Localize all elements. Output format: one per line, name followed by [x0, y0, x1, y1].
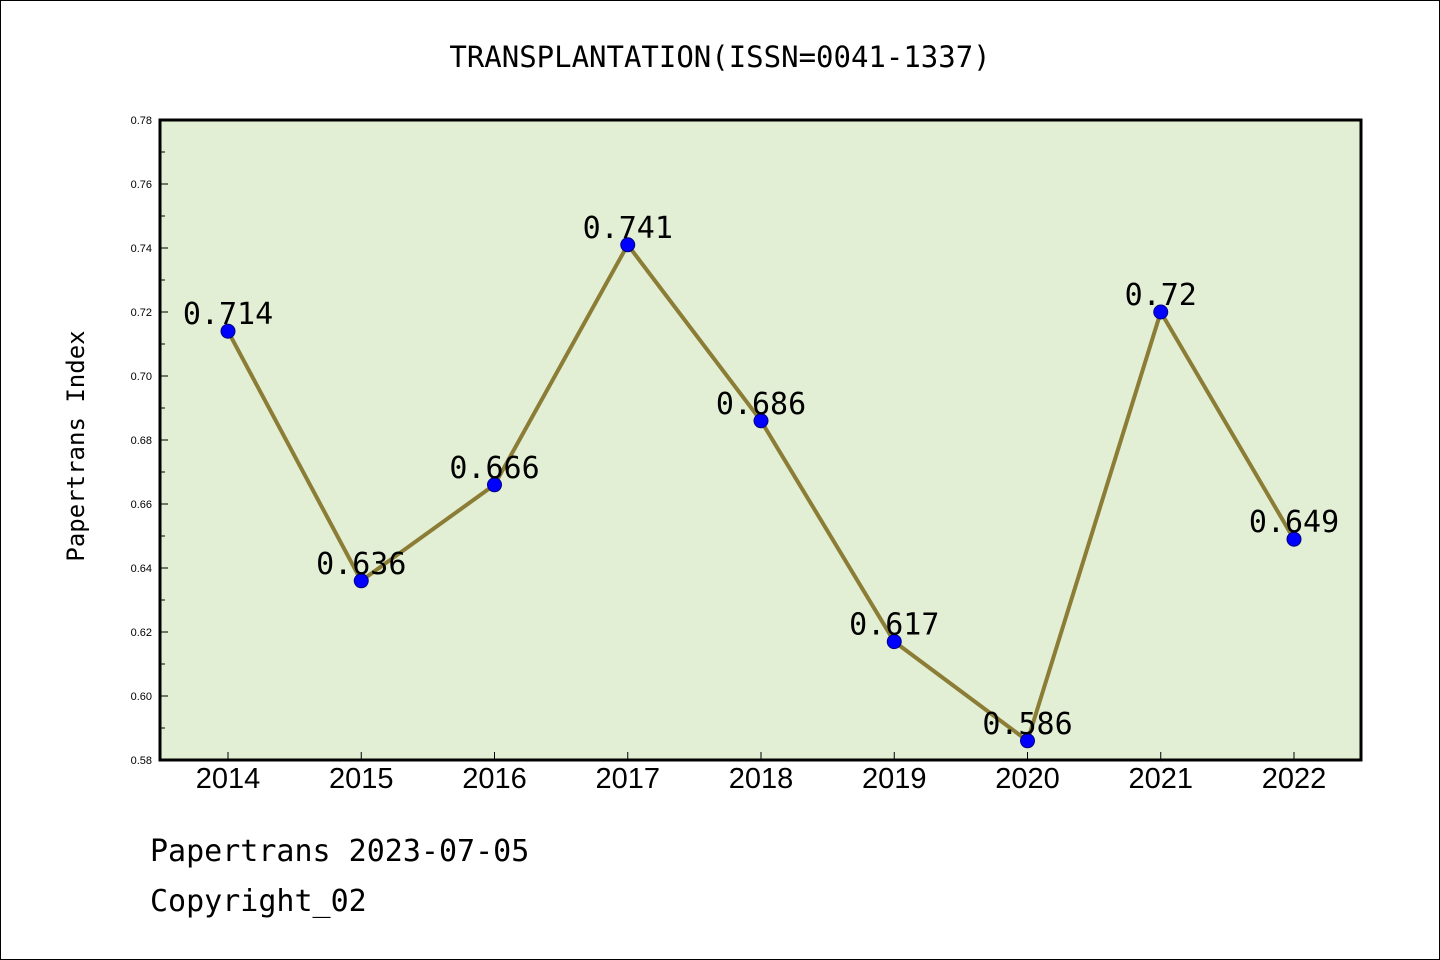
- data-point: [1286, 531, 1302, 547]
- x-tick-label: 2019: [862, 763, 927, 795]
- data-point: [620, 237, 636, 253]
- plot-area: [158, 118, 1363, 762]
- y-tick-label: 0.68: [131, 435, 152, 447]
- x-tick-label: 2014: [196, 763, 261, 795]
- y-tick-label: 0.76: [131, 179, 152, 191]
- data-point: [353, 573, 369, 589]
- data-label: 0.741: [583, 211, 673, 246]
- y-tick-label: 0.66: [131, 499, 152, 511]
- data-label: 0.714: [183, 297, 273, 332]
- data-point: [1153, 304, 1169, 320]
- x-tick-label: 2020: [995, 763, 1060, 795]
- y-tick-label: 0.60: [131, 691, 152, 703]
- y-tick-label: 0.58: [131, 755, 152, 767]
- x-tick-label: 2017: [595, 763, 660, 795]
- data-label: 0.617: [849, 608, 939, 643]
- data-point: [220, 323, 236, 339]
- y-tick-label: 0.78: [131, 115, 152, 127]
- data-point: [1020, 733, 1035, 749]
- x-tick-label: 2016: [462, 763, 527, 795]
- chart-title: TRANSPLANTATION(ISSN=0041-1337): [449, 40, 990, 74]
- footer-copyright: Copyright_02: [150, 884, 367, 919]
- x-axis: 2014 2015 2016 2017 2018 2019 2020 2021 2022: [196, 752, 1327, 795]
- y-tick-label: 0.74: [131, 243, 152, 255]
- x-tick-label: 2021: [1128, 763, 1193, 795]
- x-tick-label: 2022: [1262, 763, 1327, 795]
- data-label: 0.649: [1249, 505, 1339, 540]
- y-tick-label: 0.62: [131, 627, 152, 639]
- y-tick-label: 0.70: [131, 371, 152, 383]
- series-group: 0.714 0.636 0.666 0.741 0.686 0.617 0.586 0.72 0…: [183, 211, 1339, 749]
- y-tick-label: 0.64: [131, 563, 152, 575]
- data-point: [487, 477, 502, 493]
- footer-date: Papertrans 2023-07-05: [150, 834, 530, 869]
- data-label: 0.686: [716, 387, 806, 422]
- data-point: [886, 634, 902, 650]
- data-label: 0.666: [449, 451, 539, 486]
- data-label: 0.586: [982, 707, 1072, 742]
- y-axis: 0.58 0.60 0.62 0.64 0.66 0.68 0.70 0.72 0.74 0.76…: [131, 115, 168, 767]
- y-tick-label: 0.72: [131, 307, 152, 319]
- data-label: 0.72: [1125, 278, 1197, 313]
- x-tick-label: 2015: [329, 763, 394, 795]
- x-tick-label: 2018: [729, 763, 794, 795]
- data-label: 0.636: [316, 547, 406, 582]
- y-axis-label: Papertrans Index: [62, 330, 90, 561]
- data-point: [753, 413, 769, 429]
